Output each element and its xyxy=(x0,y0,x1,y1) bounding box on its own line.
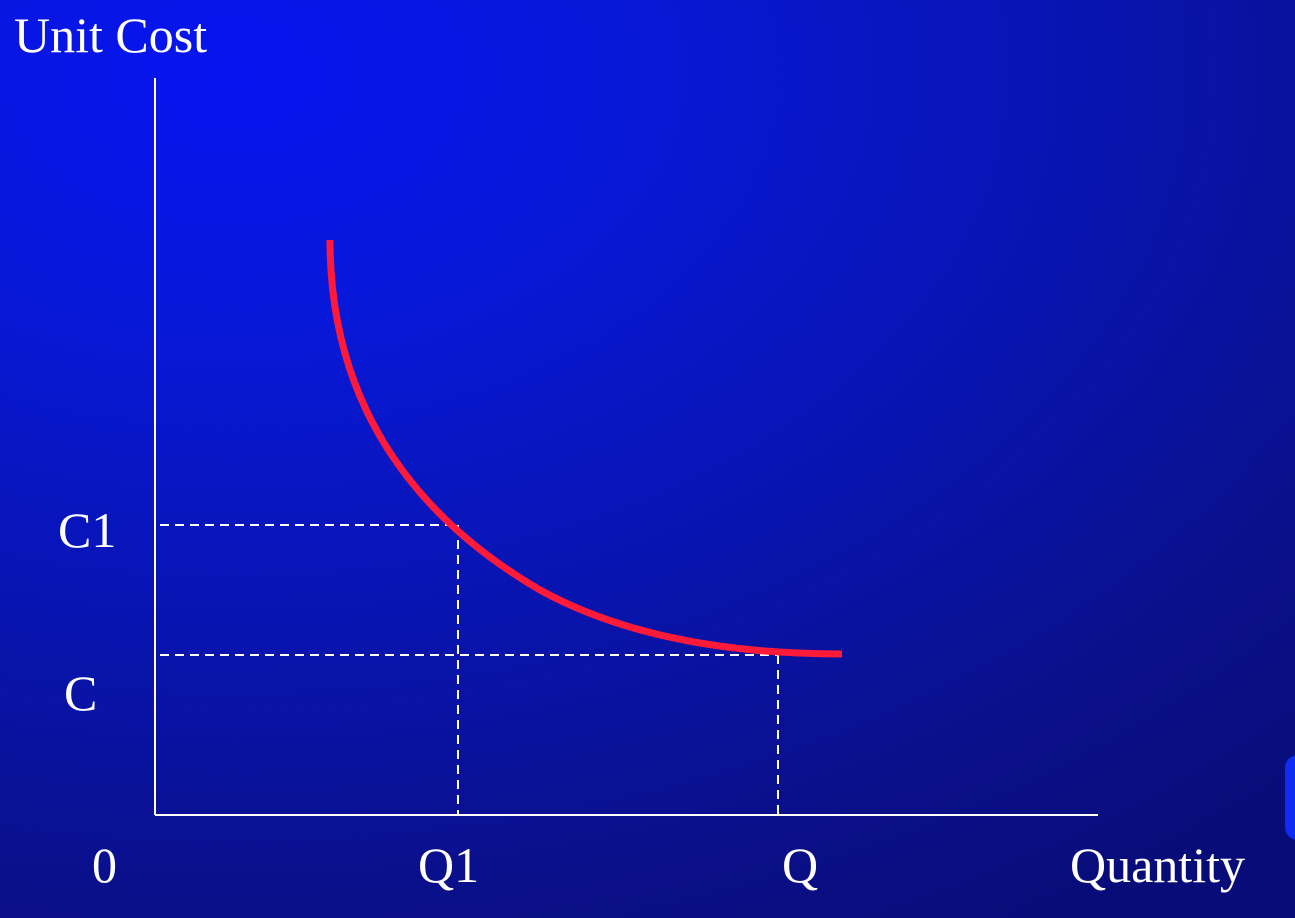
y-axis-label: Unit Cost xyxy=(14,7,208,63)
y-tick-c: C xyxy=(64,665,98,721)
origin-label: 0 xyxy=(92,837,117,893)
unit-cost-curve xyxy=(326,239,843,658)
x-axis-label: Quantity xyxy=(1070,837,1245,893)
x-tick-q1: Q1 xyxy=(418,837,480,893)
edge-highlight-shape xyxy=(1285,755,1295,840)
y-tick-c1: C1 xyxy=(58,502,117,558)
x-tick-q: Q xyxy=(782,837,819,893)
